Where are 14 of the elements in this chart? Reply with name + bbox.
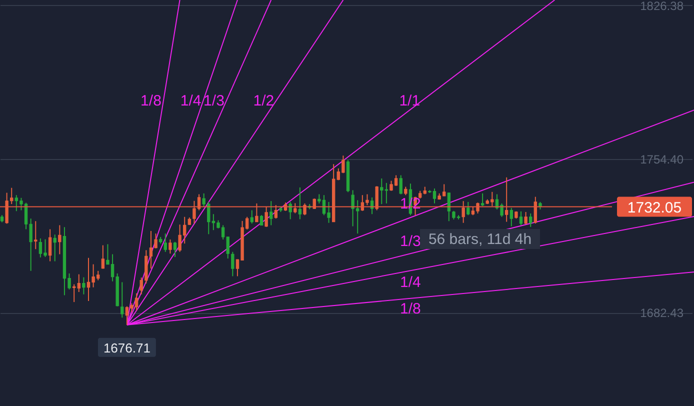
series-label: 1/2 <box>253 92 274 110</box>
series-label: 1/1 <box>399 92 420 110</box>
series-label: 1/4 <box>180 92 202 110</box>
series-label: 1/8 <box>400 300 421 318</box>
series-label: 1/3 <box>400 232 421 250</box>
series-label: 1/4 <box>400 274 421 291</box>
annotation: 56 bars, 11d 4h <box>428 231 532 248</box>
annotation: 1676.71 <box>103 340 150 356</box>
ref-line-label: 1732.05 <box>627 200 682 217</box>
y-tick-label: 1682.43 <box>640 306 684 320</box>
y-tick-label: 1826.38 <box>640 0 684 13</box>
y-tick-label: 1754.40 <box>640 152 684 167</box>
series-label: 1/8 <box>140 92 162 110</box>
series-label: 1/3 <box>204 92 224 110</box>
